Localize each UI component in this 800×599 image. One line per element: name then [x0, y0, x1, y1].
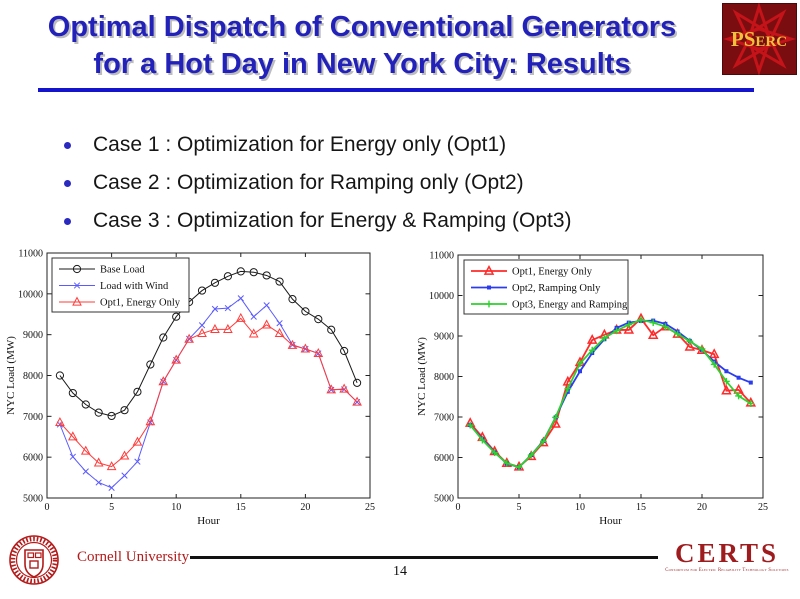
left-chart: 0 5 10 15 20 25 5000 6000 7000 8000 9000 10000 11000… [5, 249, 375, 528]
svg-text:7000: 7000 [434, 413, 454, 424]
svg-text:10000: 10000 [429, 291, 454, 302]
svg-text:Hour: Hour [599, 515, 622, 527]
pserc-label: PSERC [731, 27, 787, 51]
footer-divider [190, 556, 658, 559]
svg-text:6000: 6000 [434, 453, 454, 464]
title-underline [38, 88, 754, 92]
svg-text:9000: 9000 [434, 332, 454, 343]
pserc-logo: PSERC [722, 3, 797, 75]
bullet-text: Case 3 : Optimization for Energy & Rampi… [93, 209, 572, 232]
cornell-university-label: Cornell University [77, 549, 190, 565]
bullet-text: Case 2 : Optimization for Ramping only (… [93, 171, 524, 194]
bullet-dot-icon [64, 141, 71, 149]
svg-text:Base Load: Base Load [100, 265, 145, 276]
bullet-dot-icon [64, 217, 71, 225]
svg-text:Opt3, Energy and Ramping: Opt3, Energy and Ramping [512, 300, 628, 311]
svg-text:8000: 8000 [434, 372, 454, 383]
svg-text:5000: 5000 [434, 494, 454, 505]
bullet-dot-icon [64, 179, 71, 187]
page-number: 14 [393, 564, 407, 579]
svg-text:0: 0 [456, 502, 461, 513]
svg-text:0: 0 [45, 502, 50, 513]
svg-text:Opt2, Ramping Only: Opt2, Ramping Only [512, 283, 601, 294]
bullet-case-2: Case 2 : Optimization for Ramping only (… [64, 164, 764, 202]
bullet-text: Case 1 : Optimization for Energy only (O… [93, 133, 507, 156]
svg-text:25: 25 [758, 502, 768, 513]
svg-text:5: 5 [109, 502, 114, 513]
svg-text:7000: 7000 [23, 412, 43, 423]
svg-text:15: 15 [236, 502, 246, 513]
bullet-list: Case 1 : Optimization for Energy only (O… [64, 126, 764, 240]
svg-text:Opt1, Energy Only: Opt1, Energy Only [512, 267, 593, 278]
svg-text:15: 15 [636, 502, 646, 513]
certs-label: CERTS [674, 538, 780, 568]
svg-text:5: 5 [517, 502, 522, 513]
svg-text:10000: 10000 [18, 289, 43, 300]
svg-text:10: 10 [575, 502, 585, 513]
bullet-case-1: Case 1 : Optimization for Energy only (O… [64, 126, 764, 164]
svg-text:Hour: Hour [197, 515, 220, 527]
title-line-1: Optimal Dispatch of Conventional Generat… [47, 11, 677, 43]
svg-text:NYC Load (MW): NYC Load (MW) [5, 336, 17, 415]
svg-text:Opt1, Energy Only: Opt1, Energy Only [100, 298, 181, 309]
slide-title: Optimal Dispatch of Conventional Generat… [0, 9, 724, 83]
svg-text:11000: 11000 [429, 251, 454, 262]
svg-text:NYC Load (MW): NYC Load (MW) [416, 337, 428, 416]
svg-text:25: 25 [365, 502, 375, 513]
svg-text:Load with Wind: Load with Wind [100, 281, 169, 292]
certs-logo: CERTS Consortium for Electric Reliabilit… [660, 538, 794, 573]
cornell-seal-icon [9, 535, 59, 585]
svg-text:8000: 8000 [23, 371, 43, 382]
svg-text:20: 20 [697, 502, 707, 513]
svg-text:10: 10 [171, 502, 181, 513]
bullet-case-3: Case 3 : Optimization for Energy & Rampi… [64, 202, 764, 240]
svg-text:11000: 11000 [18, 249, 43, 260]
certs-sublabel: Consortium for Electric Reliability Tech… [665, 568, 789, 573]
title-line-2: for a Hot Day in New York City: Results [93, 48, 631, 80]
svg-text:6000: 6000 [23, 453, 43, 464]
svg-text:9000: 9000 [23, 330, 43, 341]
right-chart: 0 5 10 15 20 25 5000 6000 7000 8000 9000 10000 11000… [416, 251, 768, 528]
svg-text:5000: 5000 [23, 494, 43, 505]
svg-text:20: 20 [300, 502, 310, 513]
pserc-star-icon [723, 3, 797, 75]
